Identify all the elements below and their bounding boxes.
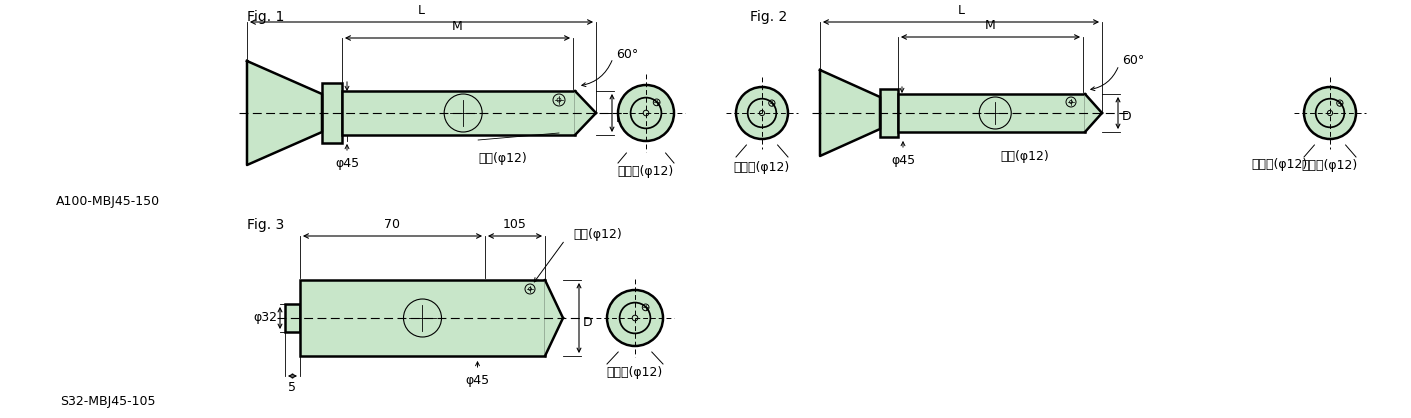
Polygon shape [576,91,595,135]
Text: 中心孔(φ12): 中心孔(φ12) [734,161,790,174]
Text: 60°: 60° [1122,54,1144,66]
Circle shape [1304,87,1356,139]
Text: A100-MBJ45-150: A100-MBJ45-150 [56,195,159,208]
Text: 中心孔(φ12): 中心孔(φ12) [1252,158,1308,171]
Text: 中心孔(φ12): 中心孔(φ12) [607,366,663,379]
Circle shape [737,87,787,139]
Text: 60°: 60° [617,48,638,61]
Text: M: M [452,20,463,33]
Text: D: D [617,112,625,125]
Bar [322,83,341,143]
Text: Fig. 2: Fig. 2 [751,10,787,24]
Text: φ45: φ45 [334,157,358,170]
Polygon shape [545,280,563,356]
Text: Fig. 3: Fig. 3 [247,218,284,232]
Text: φ45: φ45 [890,154,916,167]
Polygon shape [247,61,322,165]
Text: Fig. 1: Fig. 1 [247,10,285,24]
Circle shape [607,290,663,346]
Text: 中心孔(φ12): 中心孔(φ12) [618,165,674,178]
Text: 斜孔(φ12): 斜孔(φ12) [478,152,528,165]
Text: S32-MBJ45-105: S32-MBJ45-105 [61,395,155,408]
Text: D: D [1122,110,1132,123]
Text: 斜孔(φ12): 斜孔(φ12) [573,228,622,241]
Bar [301,280,545,356]
Text: φ32: φ32 [253,311,277,324]
Text: φ45: φ45 [466,374,490,387]
Bar [285,304,301,332]
Bar [341,91,576,135]
Bar [897,94,1085,132]
Circle shape [618,85,674,141]
Text: M: M [985,19,996,32]
Text: 斜孔(φ12): 斜孔(φ12) [1000,150,1050,163]
Text: L: L [958,4,965,17]
Text: 105: 105 [504,218,526,231]
Text: 5: 5 [288,381,296,394]
Text: D: D [583,316,593,329]
Text: L: L [418,4,425,17]
Bar [880,89,897,137]
Polygon shape [820,70,880,156]
Text: 中心孔(φ12): 中心孔(φ12) [1302,159,1359,172]
Polygon shape [1085,94,1102,132]
Text: 70: 70 [385,218,401,231]
